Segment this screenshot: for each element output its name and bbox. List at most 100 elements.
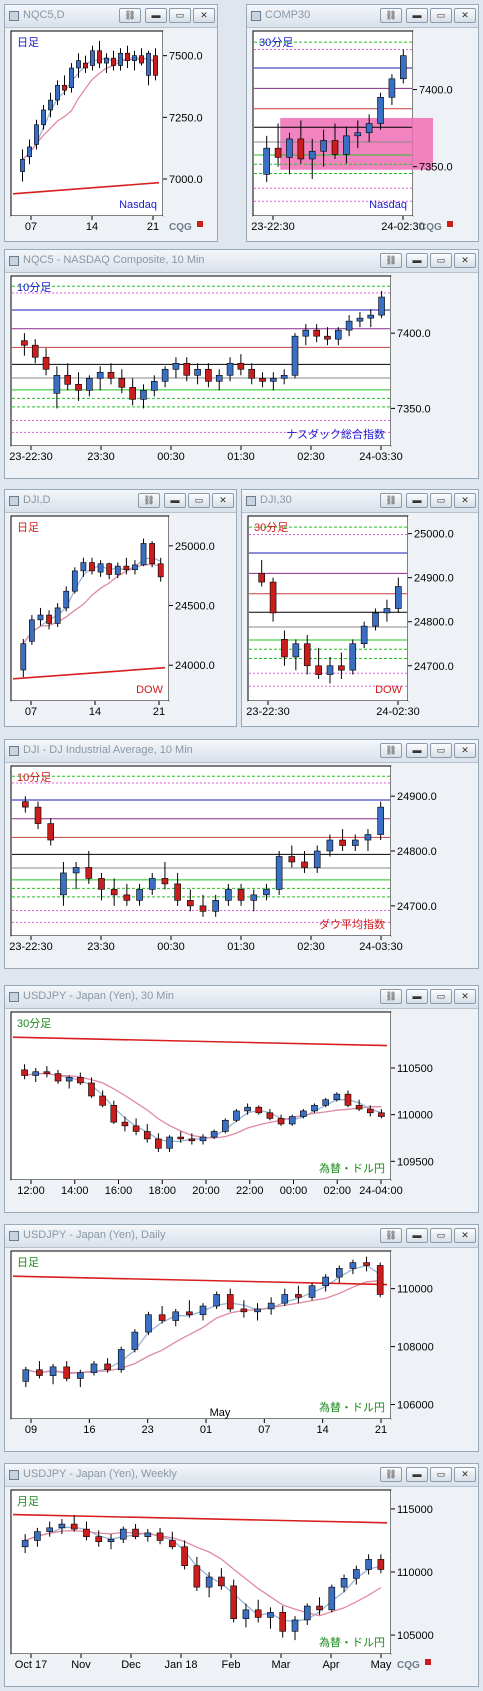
close-button[interactable]: ✕ — [454, 1467, 476, 1482]
maximize-button[interactable]: ▭ — [188, 493, 210, 508]
minimize-button[interactable]: ▬ — [406, 989, 428, 1004]
titlebar-usdjpy-weekly[interactable]: USDJPY - Japan (Yen), Weekly ⛓ ▬ ▭ ✕ — [5, 1464, 478, 1487]
window-dji-daily[interactable]: DJI,D ⛓ ▬ ▭ ✕ 25000.0 24500.0 24000.0 07 14 2… — [4, 489, 237, 727]
titlebar-dji-daily[interactable]: DJI,D ⛓ ▬ ▭ ✕ — [5, 490, 236, 513]
link-icon[interactable]: ⛓ — [380, 253, 402, 268]
chart-comp-30[interactable]: 7400.0 7350.0 23-22:30 24-02:30 30分足 Nasdaq CQ… — [247, 5, 478, 241]
minimize-button[interactable]: ▬ — [406, 493, 428, 508]
maximize-button[interactable]: ▭ — [430, 1228, 452, 1243]
candle-body-down — [42, 356, 50, 370]
minimize-button[interactable]: ▬ — [406, 743, 428, 758]
close-button[interactable]: ✕ — [454, 8, 476, 23]
link-icon[interactable]: ⛓ — [380, 743, 402, 758]
window-usdjpy-weekly[interactable]: USDJPY - Japan (Yen), Weekly ⛓ ▬ ▭ ✕ 115… — [4, 1463, 479, 1687]
close-button[interactable]: ✕ — [454, 989, 476, 1004]
maximize-button[interactable]: ▭ — [430, 743, 452, 758]
candle — [118, 48, 123, 71]
candle-body-up — [65, 1077, 73, 1082]
maximize-button[interactable]: ▭ — [169, 8, 191, 23]
chart-nq-10min[interactable]: 7400.0 7350.0 23-22:30 23:30 00:30 01:30 02:30… — [5, 250, 478, 478]
candle — [20, 149, 25, 182]
chart-usdjpy-30[interactable]: 110500 110000 109500 12:00 14:00 16:00 18:00 20… — [5, 986, 478, 1212]
chart-dji-daily[interactable]: 25000.0 24500.0 24000.0 07 14 21 日足 DOW — [5, 490, 236, 726]
maximize-button[interactable]: ▭ — [430, 8, 452, 23]
window-nq-10min[interactable]: NQC5 - NASDAQ Composite, 10 Min ⛓ ▬ ▭ ✕ … — [4, 249, 479, 479]
window-dji-30[interactable]: DJI,30 ⛓ ▬ ▭ ✕ 25000.0 24900.0 24800.0 2470… — [241, 489, 479, 727]
x-tick-label: 16 — [83, 1424, 95, 1436]
titlebar-usdjpy-30[interactable]: USDJPY - Japan (Yen), 30 Min ⛓ ▬ ▭ ✕ — [5, 986, 478, 1009]
link-icon[interactable]: ⛓ — [380, 493, 402, 508]
candle — [183, 357, 191, 382]
close-button[interactable]: ✕ — [454, 743, 476, 758]
candle — [107, 1534, 115, 1550]
link-icon[interactable]: ⛓ — [119, 8, 141, 23]
maximize-button[interactable]: ▭ — [430, 493, 452, 508]
minimize-button[interactable]: ▬ — [164, 493, 186, 508]
x-tick-label: 01:30 — [227, 941, 255, 953]
chart-usdjpy-daily[interactable]: 110000 108000 106000 09 16 23 01 07 14 21 May 日足為替・… — [5, 1225, 478, 1451]
close-button[interactable]: ✕ — [193, 8, 215, 23]
candle-body-up — [212, 900, 219, 912]
link-icon[interactable]: ⛓ — [380, 8, 402, 23]
candle — [31, 339, 39, 364]
link-icon[interactable]: ⛓ — [380, 989, 402, 1004]
close-button[interactable]: ✕ — [454, 1228, 476, 1243]
maximize-button[interactable]: ▭ — [430, 989, 452, 1004]
candle-body-down — [132, 1528, 139, 1537]
candle-body-up — [320, 140, 327, 152]
chart-dji-30[interactable]: 25000.0 24900.0 24800.0 24700.0 23-22:30 24-0… — [242, 490, 478, 726]
candle — [378, 291, 385, 319]
candle-body-up — [263, 889, 270, 896]
link-icon[interactable]: ⛓ — [380, 1467, 402, 1482]
titlebar-nq-10min[interactable]: NQC5 - NASDAQ Composite, 10 Min ⛓ ▬ ▭ ✕ — [5, 250, 478, 273]
close-button[interactable]: ✕ — [454, 493, 476, 508]
candle — [355, 1099, 363, 1111]
candle-body-up — [90, 1363, 98, 1373]
candle — [145, 1311, 152, 1335]
minimize-button[interactable]: ▬ — [406, 253, 428, 268]
close-button[interactable]: ✕ — [212, 493, 234, 508]
titlebar-dji-30[interactable]: DJI,30 ⛓ ▬ ▭ ✕ — [242, 490, 478, 513]
y-tick-label: 25000.0 — [414, 529, 454, 541]
candle — [225, 883, 232, 906]
candle — [110, 878, 118, 906]
window-dji-10min[interactable]: DJI - DJ Industrial Average, 10 Min ⛓ ▬ … — [4, 739, 479, 969]
window-usdjpy-daily[interactable]: USDJPY - Japan (Yen), Daily ⛓ ▬ ▭ ✕ 1100… — [4, 1224, 479, 1452]
candle-body-down — [157, 563, 164, 578]
window-nq-daily[interactable]: NQC5,D ⛓ ▬ ▭ ✕ 7500.0 7250.0 7000.0 07 14 21 日… — [4, 4, 218, 242]
maximize-button[interactable]: ▭ — [430, 253, 452, 268]
titlebar-dji-10min[interactable]: DJI - DJ Industrial Average, 10 Min ⛓ ▬ … — [5, 740, 478, 763]
candle-body-down — [313, 329, 320, 337]
timeframe-label: 日足 — [17, 37, 39, 49]
chart-dji-10min[interactable]: 24900.0 24800.0 24700.0 23-22:30 23:30 00:30 0… — [5, 740, 478, 968]
candle — [132, 1118, 140, 1136]
maximize-button[interactable]: ▭ — [430, 1467, 452, 1482]
candle-body-up — [367, 314, 375, 319]
x-axis-area — [11, 936, 391, 954]
candle-body-down — [174, 883, 181, 901]
minimize-button[interactable]: ▬ — [406, 1228, 428, 1243]
link-icon[interactable]: ⛓ — [138, 493, 160, 508]
minimize-button[interactable]: ▬ — [406, 8, 428, 23]
candle — [22, 796, 29, 813]
candle-body-up — [225, 889, 232, 901]
window-comp-30[interactable]: COMP30 ⛓ ▬ ▭ ✕ 7400.0 7350.0 23-22:30 24-02… — [246, 4, 479, 242]
chart-usdjpy-weekly[interactable]: 115000 110000 105000 Oct 17 Nov Dec Jan 18 Feb M… — [5, 1464, 478, 1686]
chart-nq-daily[interactable]: 7500.0 7250.0 7000.0 07 14 21 日足 Nasdaq CQG — [5, 5, 217, 241]
candle — [303, 634, 311, 675]
candle-body-down — [21, 1069, 28, 1076]
candle — [215, 369, 223, 391]
titlebar-comp-30[interactable]: COMP30 ⛓ ▬ ▭ ✕ — [247, 5, 478, 28]
window-icon — [9, 1231, 19, 1241]
candle-body-down — [118, 378, 126, 388]
link-icon[interactable]: ⛓ — [380, 1228, 402, 1243]
candle-body-up — [334, 329, 342, 340]
minimize-button[interactable]: ▬ — [145, 8, 167, 23]
candle — [340, 1574, 348, 1593]
titlebar-usdjpy-daily[interactable]: USDJPY - Japan (Yen), Daily ⛓ ▬ ▭ ✕ — [5, 1225, 478, 1248]
candle-body-up — [132, 55, 137, 61]
titlebar-nq-daily[interactable]: NQC5,D ⛓ ▬ ▭ ✕ — [5, 5, 217, 28]
window-usdjpy-30[interactable]: USDJPY - Japan (Yen), 30 Min ⛓ ▬ ▭ ✕ 110… — [4, 985, 479, 1213]
close-button[interactable]: ✕ — [454, 253, 476, 268]
minimize-button[interactable]: ▬ — [406, 1467, 428, 1482]
